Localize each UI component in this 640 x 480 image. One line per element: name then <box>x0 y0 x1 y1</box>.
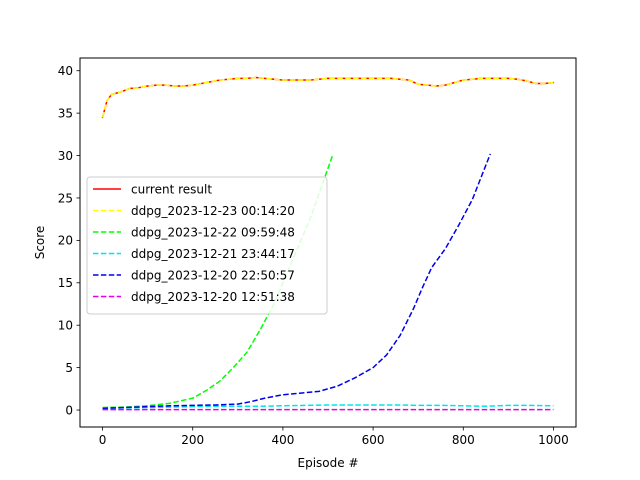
series-line-5 <box>102 153 492 410</box>
y-tick-label: 5 <box>65 361 73 375</box>
y-axis-ticks: 0 5 10 15 20 25 30 35 40 <box>58 64 80 417</box>
legend-label: ddpg_2023-12-20 12:51:38 <box>131 290 295 304</box>
y-axis-label: Score <box>33 226 47 260</box>
y-tick-label: 10 <box>58 319 73 333</box>
legend-label: ddpg_2023-12-22 09:59:48 <box>131 225 295 239</box>
legend-label: ddpg_2023-12-21 23:44:17 <box>131 247 295 261</box>
series-line-4 <box>102 404 554 410</box>
x-tick-label: 800 <box>452 433 475 447</box>
legend-label: current result <box>131 182 212 196</box>
x-tick-label: 400 <box>271 433 294 447</box>
legend-label: ddpg_2023-12-23 00:14:20 <box>131 204 295 218</box>
series-line-3 <box>102 155 334 409</box>
y-tick-label: 0 <box>65 403 73 417</box>
series-layer <box>101 76 555 411</box>
x-tick-label: 600 <box>362 433 385 447</box>
y-tick-label: 20 <box>58 234 73 248</box>
y-tick-label: 40 <box>58 64 73 78</box>
legend-box <box>86 176 328 315</box>
y-tick-label: 30 <box>58 149 73 163</box>
y-tick-label: 15 <box>58 276 73 290</box>
x-axis-ticks: 0 200 400 600 800 1000 <box>99 427 569 447</box>
x-tick-label: 1000 <box>538 433 569 447</box>
x-tick-label: 0 <box>99 433 107 447</box>
legend: current result ddpg_2023-12-23 00:14:20 dd… <box>86 176 328 315</box>
legend-label: ddpg_2023-12-20 22:50:57 <box>131 268 295 282</box>
y-tick-label: 35 <box>58 106 73 120</box>
y-tick-label: 25 <box>58 191 73 205</box>
x-tick-label: 200 <box>181 433 204 447</box>
x-axis-label: Episode # <box>298 456 359 470</box>
axes-frame <box>79 57 577 428</box>
series-line-2 <box>101 76 554 118</box>
